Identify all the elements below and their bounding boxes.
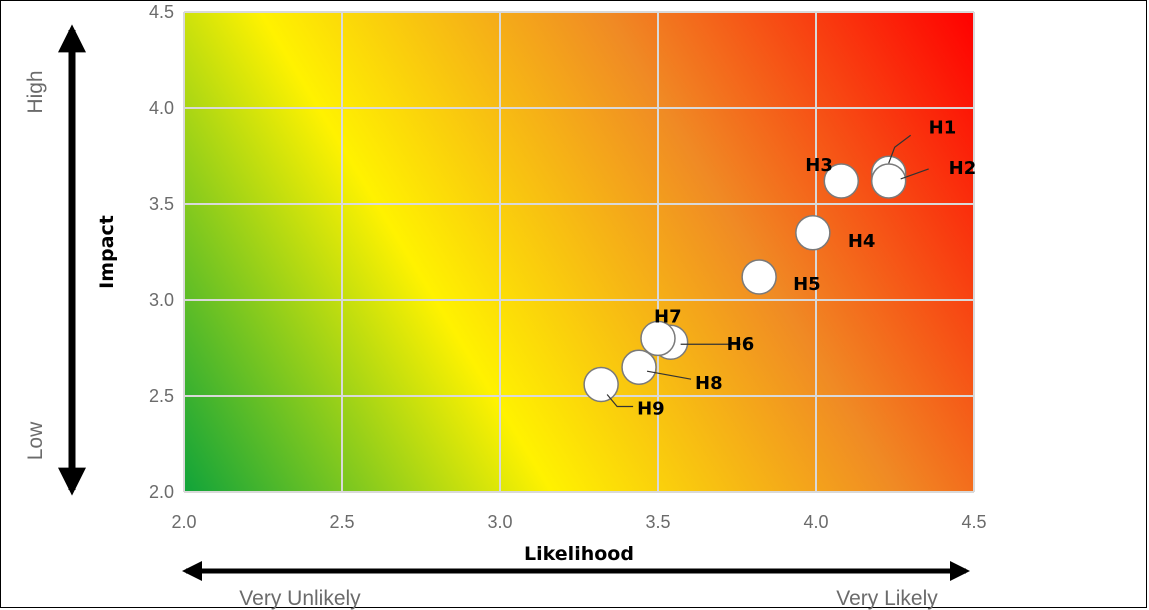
x-axis-title: Likelihood [524,543,634,565]
x-tick-label: 2.5 [329,512,354,532]
leader-line-h8 [646,370,692,380]
x-scale-high-label: Very Likely [836,587,938,610]
point-marker-h9 [583,366,619,403]
point-label-h5: H5 [793,274,821,295]
point-marker-h2 [870,163,907,199]
point-label-h8: H8 [695,373,723,394]
point-label-h6: H6 [727,334,755,355]
point-marker-h5 [741,259,777,295]
point-label-h4: H4 [848,231,876,252]
y-tick-label: 4.0 [149,98,174,118]
x-tick-label: 3.0 [487,512,512,532]
point-label-h7: H7 [654,306,682,327]
data-points: H1 H2 H3 H4 H5 H6 H7 H8 H9 [583,117,977,419]
x-scale-low-label: Very Unlikely [239,587,361,610]
plot-background [184,12,974,492]
point-marker-h7 [640,320,676,357]
y-scale-low-label: Low [24,421,47,460]
x-tick-label: 4.0 [803,512,828,532]
x-tick-label: 2.0 [171,512,196,532]
y-axis-title: Impact [96,215,118,289]
point-label-h2: H2 [949,158,977,179]
tick-labels: 2.0 2.5 3.0 3.5 4.0 4.5 2.0 2.5 3.0 3.5 4.0 4.5 [149,2,987,532]
point-marker-h4 [795,215,831,251]
y-tick-label: 3.5 [149,194,174,214]
leader-line-h2 [900,168,929,180]
x-tick-label: 4.5 [961,512,986,532]
leader-line-h9 [606,394,634,408]
point-marker-h8 [621,349,657,385]
x-tick-label: 3.5 [645,512,670,532]
grid-lines [183,11,975,493]
point-label-h1: H1 [929,117,957,138]
y-tick-label: 2.0 [149,482,174,502]
point-marker-h3 [823,163,860,199]
y-scale-high-label: High [24,70,47,113]
point-label-h9: H9 [637,398,665,419]
y-tick-label: 3.0 [149,290,174,310]
leader-line-h1 [888,134,912,164]
point-label-h3: H3 [805,155,833,176]
y-tick-label: 2.5 [149,386,174,406]
y-tick-label: 4.5 [149,2,174,22]
